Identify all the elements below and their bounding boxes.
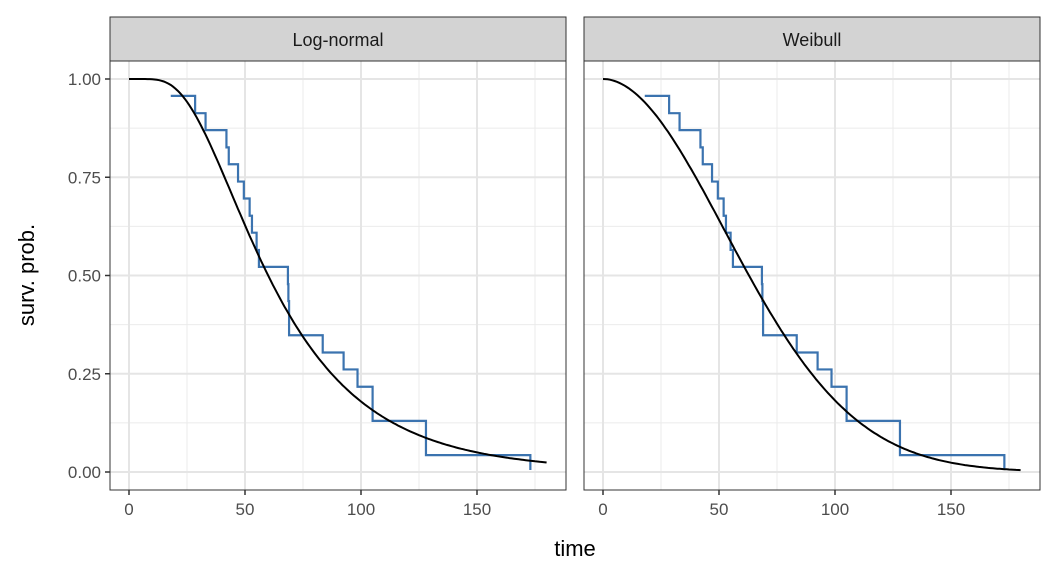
x-tick-label: 0 [124, 500, 133, 519]
km-step-curve [170, 94, 532, 471]
fitted-survival-curve [129, 78, 547, 464]
facet-strip [109, 16, 567, 62]
x-tick-label: 50 [710, 500, 729, 519]
panel-weibull: Weibull 0 50 100 150 [583, 16, 1041, 519]
facet-title: Log-normal [292, 30, 383, 50]
x-tick-label: 50 [236, 500, 255, 519]
x-tick-label: 150 [937, 500, 965, 519]
y-tick-label: 0.00 [68, 463, 101, 482]
x-tick-label: 0 [598, 500, 607, 519]
panel-lognormal: Log-normal 0 50 100 150 0.00 0.25 0.50 0.75 1.00 [68, 16, 567, 519]
y-tick-label: 0.75 [68, 168, 101, 187]
facet-title: Weibull [783, 30, 842, 50]
x-tick-label: 100 [821, 500, 849, 519]
y-tick-label: 1.00 [68, 70, 101, 89]
fitted-survival-curve [602, 78, 1021, 472]
x-tick-label: 100 [347, 500, 375, 519]
facet-strip [583, 16, 1041, 62]
y-tick-label: 0.50 [68, 267, 101, 286]
y-tick-label: 0.25 [68, 365, 101, 384]
x-axis-label: time [554, 536, 596, 561]
x-tick-label: 150 [463, 500, 491, 519]
y-axis-label: surv. prob. [14, 224, 39, 326]
km-step-curve [644, 94, 1006, 471]
